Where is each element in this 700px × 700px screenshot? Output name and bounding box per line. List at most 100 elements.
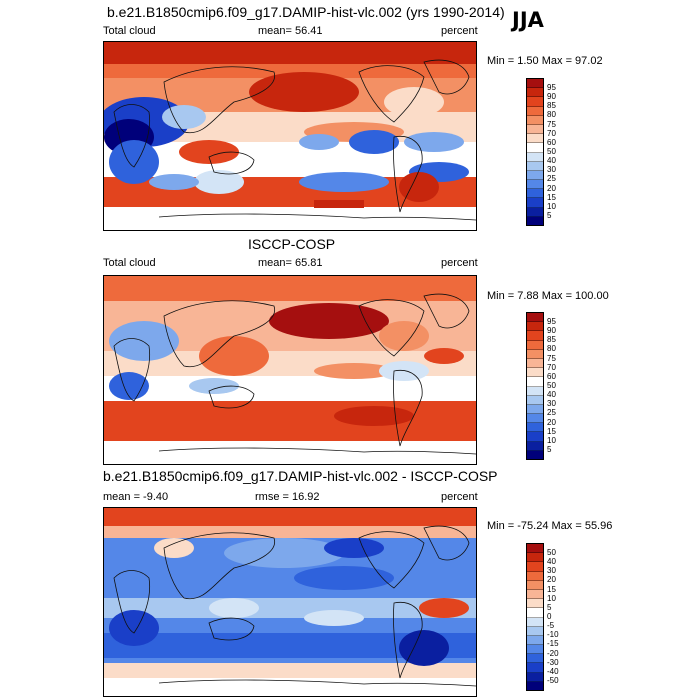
panel-2-units-label: percent: [441, 257, 478, 269]
panel-2-map: [103, 275, 477, 465]
panel-1-colorbar-swatch: [527, 134, 543, 144]
panel-3-colorbar-tick: 15: [547, 584, 556, 594]
panel-1-colorbar-tick: 70: [547, 128, 556, 138]
panel-2-colorbar-swatch: [527, 322, 543, 332]
panel-3-colorbar-tick: 20: [547, 575, 556, 585]
panel-2-colorbar-tick: 90: [547, 326, 556, 336]
panel-1-colorbar: [526, 78, 544, 226]
panel-1-colorbar-swatch: [527, 124, 543, 135]
panel-2-colorbar-tick: 5: [547, 445, 552, 455]
panel-2-colorbar-tick: 95: [547, 317, 556, 327]
panel-2-colorbar-tick: 30: [547, 399, 556, 409]
panel-1-colorbar-swatch: [527, 161, 543, 171]
panel-2-colorbar: [526, 312, 544, 460]
panel-1-colorbar-labels: 95 90 85 80 75 70 60 50 40 30 25 20 15 1…: [547, 83, 577, 220]
panel-2-mean-label: mean= 65.81: [258, 257, 323, 269]
panel-1-colorbar-tick: 25: [547, 174, 556, 184]
panel-1-colorbar-swatch: [527, 106, 543, 116]
panel-2-colorbar-swatch: [527, 404, 543, 415]
panel-2-colorbar-tick: 85: [547, 335, 556, 345]
panel-2-colorbar-swatch: [527, 368, 543, 378]
panel-2-colorbar-swatch: [527, 395, 543, 405]
panel-1-variable-label: Total cloud: [103, 25, 156, 37]
panel-1-colorbar-swatch: [527, 97, 543, 107]
panel-2-colorbar-swatch: [527, 414, 543, 424]
panel-1-map: [103, 41, 477, 231]
panel-3-minmax-label: Min = -75.24 Max = 55.96: [487, 520, 613, 532]
panel-1-colorbar-tick: 40: [547, 156, 556, 166]
panel-3-colorbar-swatch: [527, 589, 543, 600]
panel-2-colorbar-tick: 50: [547, 381, 556, 391]
panel-3-colorbar-swatch: [527, 663, 543, 673]
panel-1-colorbar-tick: 75: [547, 119, 556, 129]
panel-1-map-field: [104, 42, 476, 230]
panel-1-colorbar-tick: 30: [547, 165, 556, 175]
panel-1-colorbar-swatch: [527, 216, 543, 225]
panel-3-colorbar: [526, 543, 544, 691]
panel-3-colorbar-swatch: [527, 553, 543, 563]
panel-1-colorbar-swatch: [527, 79, 543, 89]
panel-1-units-label: percent: [441, 25, 478, 37]
panel-2-colorbar-tick: 60: [547, 371, 556, 381]
panel-3-colorbar-swatch: [527, 626, 543, 636]
panel-2-title: ISCCP-COSP: [248, 236, 336, 252]
panel-3-colorbar-tick: -30: [547, 657, 559, 667]
panel-2-colorbar-swatch: [527, 386, 543, 396]
panel-1-colorbar-swatch: [527, 207, 543, 217]
panel-3-title: b.e21.B1850cmip6.f09_g17.DAMIP-hist-vlc.…: [103, 468, 498, 484]
panel-1-colorbar-swatch: [527, 198, 543, 208]
panel-3-colorbar-swatch: [527, 617, 543, 627]
panel-2-map-field: [104, 276, 476, 464]
panel-3-colorbar-tick: 10: [547, 593, 556, 603]
panel-3-colorbar-swatch: [527, 635, 543, 646]
panel-2-colorbar-tick: 10: [547, 435, 556, 445]
panel-1-colorbar-swatch: [527, 115, 543, 125]
panel-1-minmax-label: Min = 1.50 Max = 97.02: [487, 55, 603, 67]
panel-3-colorbar-tick: 5: [547, 602, 552, 612]
panel-3-colorbar-swatch: [527, 645, 543, 655]
panel-2-colorbar-tick: 70: [547, 362, 556, 372]
panel-2-variable-label: Total cloud: [103, 257, 156, 269]
panel-3-colorbar-swatch: [527, 672, 543, 682]
panel-3-mean-label: mean = -9.40: [103, 491, 169, 503]
panel-2-colorbar-labels: 95 90 85 80 75 70 60 50 40 30 25 20 15 1…: [547, 317, 577, 454]
panel-2-colorbar-tick: 15: [547, 426, 556, 436]
panel-2-colorbar-tick: 75: [547, 353, 556, 363]
panel-3-colorbar-tick: -10: [547, 630, 559, 640]
panel-2-colorbar-swatch: [527, 441, 543, 451]
panel-3-colorbar-swatch: [527, 571, 543, 581]
panel-3-rmse-label: rmse = 16.92: [255, 491, 320, 503]
panel-3-colorbar-tick: -15: [547, 639, 559, 649]
panel-3-colorbar-labels: 50 40 30 20 15 10 5 0 -5 -10 -15 -20 -30…: [547, 548, 577, 685]
panel-3-colorbar-tick: 40: [547, 557, 556, 567]
panel-1-colorbar-swatch: [527, 180, 543, 190]
season-label: JJA: [512, 8, 544, 32]
panel-3-colorbar-swatch: [527, 544, 543, 554]
panel-1-title: b.e21.B1850cmip6.f09_g17.DAMIP-hist-vlc.…: [107, 4, 505, 20]
panel-1-colorbar-tick: 80: [547, 110, 556, 120]
panel-3-map: [103, 507, 477, 697]
panel-1-colorbar-tick: 10: [547, 201, 556, 211]
panel-3-colorbar-swatch: [527, 580, 543, 590]
panel-1-colorbar-swatch: [527, 143, 543, 153]
panel-2-minmax-label: Min = 7.88 Max = 100.00: [487, 290, 609, 302]
panel-3-units-label: percent: [441, 491, 478, 503]
panel-1-colorbar-tick: 50: [547, 147, 556, 157]
panel-1-mean-label: mean= 56.41: [258, 25, 323, 37]
panel-2-colorbar-swatch: [527, 331, 543, 341]
panel-3-colorbar-swatch: [527, 599, 543, 609]
panel-3-colorbar-swatch: [527, 608, 543, 618]
panel-1-colorbar-swatch: [527, 170, 543, 181]
panel-3-colorbar-swatch: [527, 562, 543, 572]
panel-3-map-field: [104, 508, 476, 696]
panel-3-colorbar-tick: 30: [547, 566, 556, 576]
panel-1-colorbar-tick: 15: [547, 192, 556, 202]
panel-2-colorbar-tick: 25: [547, 408, 556, 418]
panel-3-colorbar-swatch: [527, 681, 543, 690]
panel-2-colorbar-swatch: [527, 432, 543, 442]
panel-1-colorbar-swatch: [527, 152, 543, 162]
panel-2-colorbar-tick: 40: [547, 390, 556, 400]
panel-1-colorbar-swatch: [527, 189, 543, 199]
panel-2-colorbar-swatch: [527, 340, 543, 350]
panel-3-colorbar-tick: -5: [547, 621, 555, 631]
